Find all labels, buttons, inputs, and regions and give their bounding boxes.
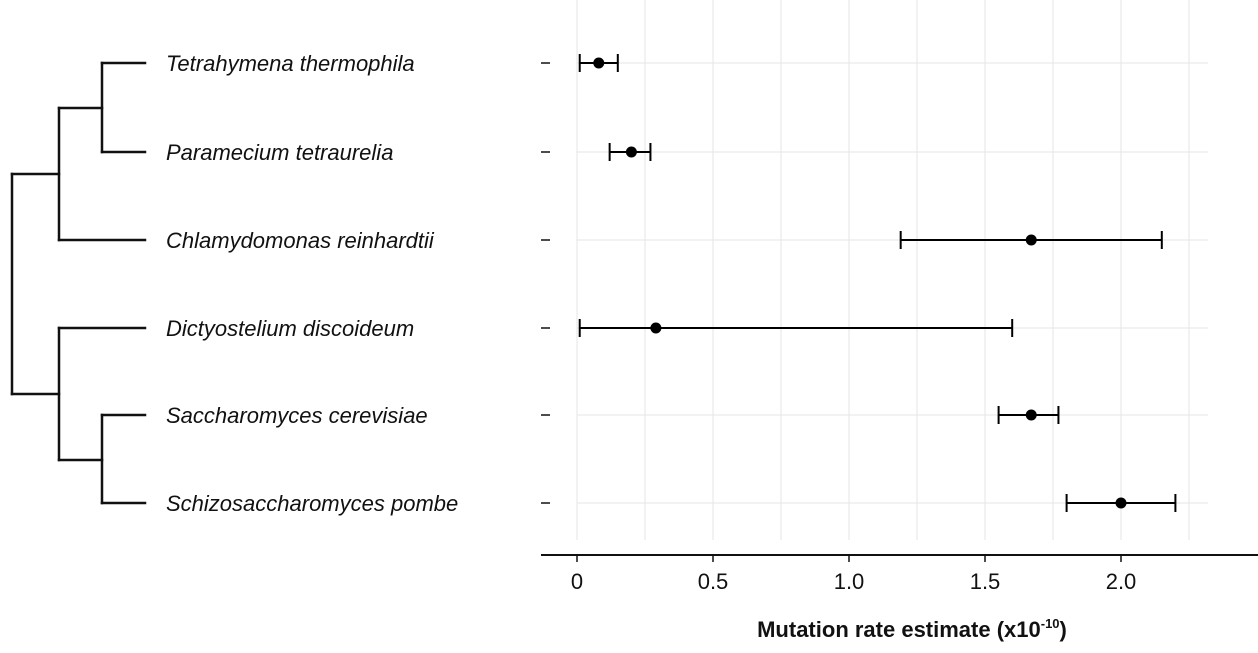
data-point xyxy=(625,146,637,158)
species-label: Chlamydomonas reinhardtii xyxy=(166,228,435,253)
y-axis-ticks xyxy=(541,62,550,504)
data-marks xyxy=(578,54,1177,512)
species-label: Saccharomyces cerevisiae xyxy=(166,403,428,428)
data-point xyxy=(1115,497,1127,509)
x-tick-label: 2.0 xyxy=(1106,569,1137,594)
data-point xyxy=(1025,409,1037,421)
x-axis-title: Mutation rate estimate (x10-10) xyxy=(757,616,1067,642)
error-bar xyxy=(997,406,1060,424)
species-label: Schizosaccharomyces pombe xyxy=(166,491,458,516)
species-label: Dictyostelium discoideum xyxy=(166,316,414,341)
data-point xyxy=(593,57,605,69)
x-tick-label: 1.5 xyxy=(970,569,1001,594)
error-bar xyxy=(578,319,1014,337)
error-bar xyxy=(899,231,1163,249)
x-axis: 0 0.5 1.0 1.5 2.0 xyxy=(541,554,1258,594)
species-label: Tetrahymena thermophila xyxy=(166,51,415,76)
error-bar xyxy=(578,54,619,72)
phylogenetic-tree xyxy=(10,61,147,505)
x-tick-label: 0 xyxy=(571,569,583,594)
data-point xyxy=(1025,234,1037,246)
species-labels: Tetrahymena thermophila Paramecium tetrau… xyxy=(166,51,458,516)
error-bar xyxy=(608,143,652,161)
grid-lines xyxy=(576,0,1208,540)
x-tick-label: 0.5 xyxy=(698,569,729,594)
species-label: Paramecium tetraurelia xyxy=(166,140,393,165)
error-bar xyxy=(1065,494,1177,512)
x-tick-label: 1.0 xyxy=(834,569,865,594)
data-point xyxy=(650,322,662,334)
